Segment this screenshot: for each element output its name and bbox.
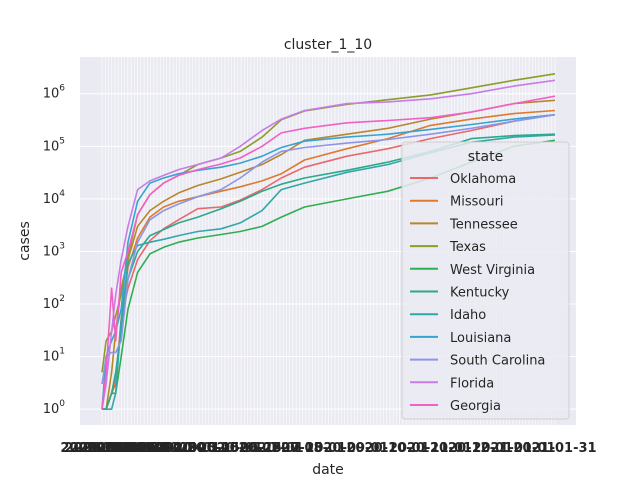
legend-label: Texas bbox=[449, 240, 486, 255]
series-line-south-carolina bbox=[101, 113, 556, 385]
y-tick-label: 106 bbox=[43, 84, 66, 102]
y-tick-label: 104 bbox=[43, 189, 66, 207]
x-tick-label: 2020-03-25 bbox=[86, 441, 169, 456]
series-line-florida bbox=[101, 79, 556, 410]
legend-label: Kentucky bbox=[450, 286, 510, 301]
x-tick-label: 2020-03-20 bbox=[80, 441, 163, 456]
x-tick-label: 2020-05-01 bbox=[137, 441, 220, 456]
legend-items: Oklahoma Missouri Tennessee Texas West Virgi… bbox=[410, 172, 545, 414]
y-axis-ticks: 100 101 102 103 104 105 106 bbox=[43, 84, 66, 417]
y-tick-label: 103 bbox=[43, 241, 65, 259]
legend-label: Idaho bbox=[450, 308, 486, 323]
x-tick-label: 2020-09-01 bbox=[305, 441, 388, 456]
series-line-louisiana bbox=[101, 113, 556, 410]
series-line-georgia bbox=[101, 95, 556, 410]
legend-box bbox=[401, 141, 570, 420]
x-tick-label: 2020-07-01 bbox=[221, 441, 304, 456]
x-tick-label: 2020-06-15 bbox=[199, 441, 282, 456]
x-tick-label: 2020-04-20 bbox=[122, 441, 205, 456]
x-tick-label: 2020-03-09 bbox=[65, 441, 148, 456]
x-tick-label: 2020-06-01 bbox=[179, 441, 262, 456]
x-tick-label: 2020-03-06 bbox=[60, 441, 143, 456]
legend-label: West Virginia bbox=[450, 263, 535, 278]
y-tick-label: 101 bbox=[43, 347, 65, 365]
legend-label: Oklahoma bbox=[450, 172, 516, 187]
legend-title: state bbox=[468, 149, 503, 165]
x-tick-label: 2021-01-31 bbox=[513, 441, 596, 456]
x-axis-ticks: 2020-03-062020-03-092020-03-132020-03-16… bbox=[60, 441, 596, 456]
chart-title: cluster_1_10 bbox=[284, 37, 372, 53]
x-tick-label: 2020-03-13 bbox=[70, 441, 153, 456]
series-layer bbox=[101, 73, 556, 411]
legend-label: Tennessee bbox=[449, 217, 518, 232]
x-tick-label: 2020-08-01 bbox=[263, 441, 346, 456]
x-tick-label: 2020-05-15 bbox=[156, 441, 239, 456]
x-tick-label: 2020-04-10 bbox=[108, 441, 191, 456]
x-tick-label: 2020-11-01 bbox=[389, 441, 472, 456]
legend: state Oklahoma Missouri Tennessee Texas West… bbox=[401, 141, 570, 420]
x-tick-label: 2020-10-01 bbox=[346, 441, 429, 456]
y-axis-label: cases bbox=[17, 221, 33, 260]
legend-label: Georgia bbox=[450, 399, 501, 414]
x-tick-label: 2020-12-01 bbox=[430, 441, 513, 456]
legend-label: Louisiana bbox=[450, 331, 511, 346]
y-tick-label: 105 bbox=[43, 136, 65, 154]
x-tick-label: 2020-04-01 bbox=[96, 441, 179, 456]
legend-label: Missouri bbox=[450, 195, 504, 210]
x-tick-label: 2020-03-16 bbox=[74, 441, 157, 456]
x-tick-label: 2021-01-01 bbox=[472, 441, 555, 456]
legend-label: South Carolina bbox=[450, 354, 545, 369]
y-tick-label: 102 bbox=[43, 294, 65, 312]
x-tick-label: 2020-07-15 bbox=[240, 441, 323, 456]
legend-label: Florida bbox=[450, 376, 494, 391]
y-tick-label: 100 bbox=[43, 399, 66, 417]
x-axis-label: date bbox=[312, 462, 344, 478]
